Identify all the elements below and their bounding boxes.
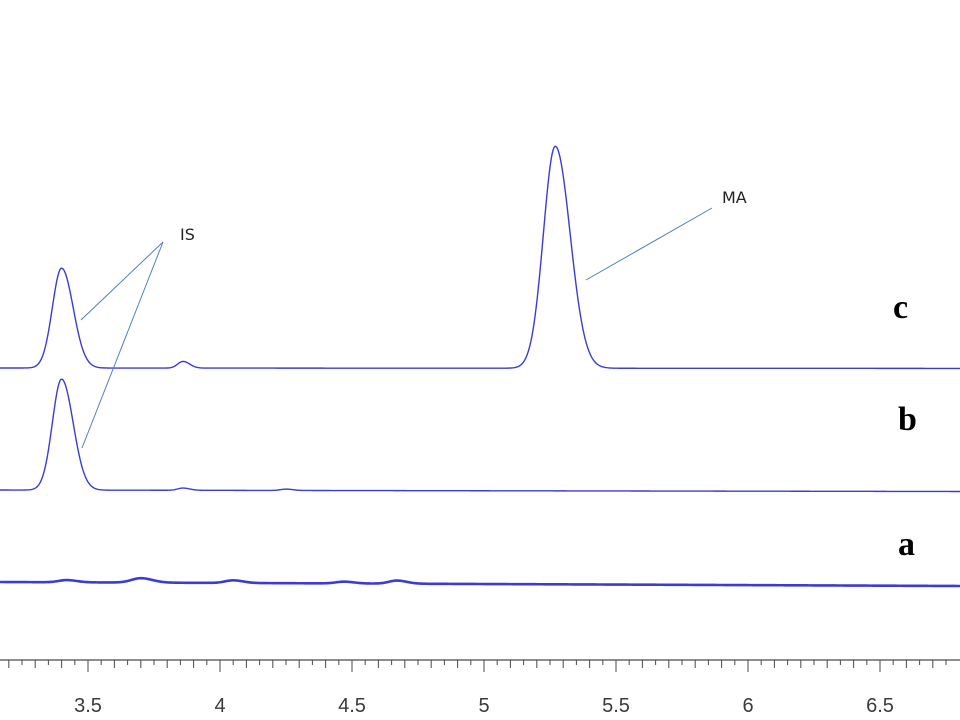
ma-leader-line (585, 207, 713, 281)
x-tick-label: 3.5 (74, 695, 102, 717)
trace-label-a: a (898, 526, 915, 563)
trace-label-group: c b a (893, 289, 917, 563)
x-tick-label: 4.5 (338, 695, 366, 717)
x-axis: 3.5 4 4.5 5 5.5 6 6.5 (0, 659, 960, 717)
x-tick-label: 6.5 (866, 695, 894, 717)
trace-label-c: c (893, 289, 908, 326)
is-annotation-label: IS (180, 225, 195, 244)
trace-b (0, 378, 960, 493)
trace-group (0, 145, 960, 588)
trace-a (0, 576, 960, 588)
is-leader-line-c (80, 241, 164, 321)
annotation-group: IS MA (80, 188, 747, 449)
x-tick-label: 6 (742, 695, 753, 717)
is-leader-line-b (81, 241, 164, 449)
ma-annotation-label: MA (722, 188, 747, 207)
trace-c (0, 145, 960, 370)
trace-label-b: b (898, 401, 917, 438)
x-tick-label: 5 (478, 695, 489, 717)
x-tick-label: 4 (214, 695, 225, 717)
x-tick-label: 5.5 (602, 695, 630, 717)
